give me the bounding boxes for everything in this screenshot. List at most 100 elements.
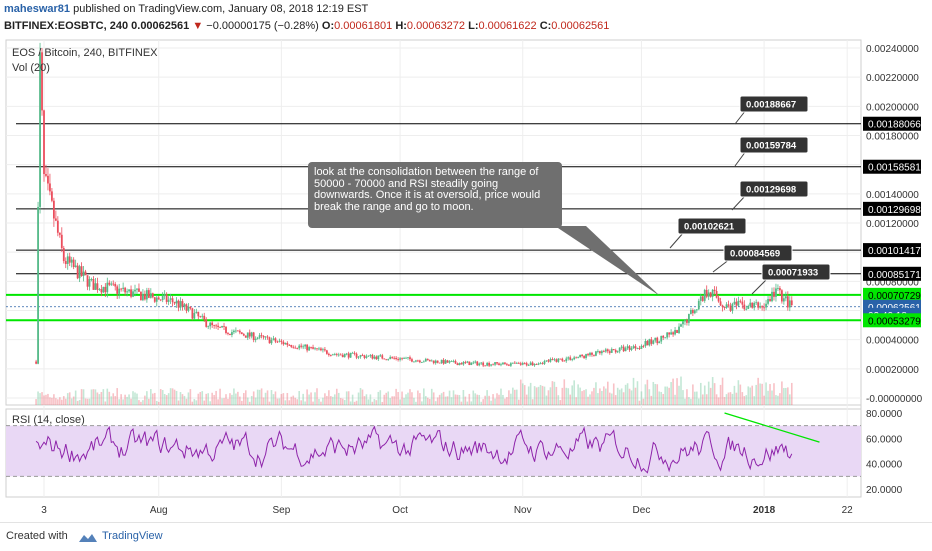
candle-body (258, 335, 261, 338)
candle-body (179, 301, 182, 308)
candle-body (529, 362, 532, 366)
volume-bar (599, 388, 601, 405)
volume-bar (246, 397, 249, 405)
volume-bar (763, 395, 765, 405)
volume-bar (686, 389, 688, 405)
volume-bar (401, 391, 403, 405)
volume-bar (519, 379, 522, 405)
candle-body (246, 332, 249, 338)
volume-bar (203, 400, 206, 405)
candle-body (365, 356, 368, 358)
time-tick: Oct (392, 505, 408, 516)
volume-bar (462, 389, 465, 405)
volume-bar (355, 400, 358, 405)
candle-body (753, 302, 756, 308)
price-label: 0.00101417 (868, 246, 921, 257)
candle-body (640, 345, 643, 349)
volume-bar (787, 387, 789, 405)
candle-body (377, 355, 380, 360)
volume-bar (705, 394, 708, 405)
volume-bar (650, 395, 653, 405)
candle-body (345, 353, 348, 355)
rsi-tick: 20.0000 (866, 485, 903, 496)
time-axis[interactable]: 3 Aug Sep Oct Nov Dec 2018 22 (41, 505, 853, 516)
volume-bar (163, 393, 166, 405)
volume-bar (138, 400, 140, 405)
candle-body (314, 348, 316, 350)
candle-body (549, 359, 552, 362)
candle-body (187, 306, 190, 311)
price-tick: 0.00140000 (866, 190, 919, 201)
volume-bar (205, 393, 208, 405)
low-label: L: (468, 20, 479, 32)
volume-bar (735, 392, 738, 405)
candle-body (446, 360, 449, 363)
candle-body (203, 315, 206, 320)
volume-bar (496, 393, 498, 405)
candle-body (573, 357, 576, 360)
candle-body (595, 351, 597, 356)
volume-bar (359, 388, 362, 405)
volume-bar (100, 392, 103, 405)
price-tick: 0.00200000 (866, 102, 919, 113)
volume-bar (74, 390, 77, 405)
author-name[interactable]: maheswar81 (4, 3, 71, 15)
candle-body (701, 296, 704, 301)
candle-body (217, 325, 219, 327)
price-change: −0.00000175 (−0.28%) (206, 20, 319, 32)
candle-body (674, 330, 676, 335)
volume-bar (595, 382, 597, 405)
candle-body (535, 364, 538, 365)
candle-body (769, 299, 771, 302)
candle-body (440, 359, 443, 364)
candle-body (39, 52, 41, 207)
candle-body (130, 289, 132, 297)
volume-bar (771, 390, 773, 405)
candle-body (482, 362, 485, 366)
volume-bar (264, 392, 267, 405)
volume-bar (357, 392, 360, 405)
candle-body (782, 298, 785, 302)
candle-body (723, 307, 726, 308)
volume-bar (294, 397, 297, 405)
annotation-note[interactable]: look at the consolidation between the ra… (308, 162, 562, 228)
volume-bar (541, 385, 544, 405)
candle-body (713, 289, 716, 291)
volume-bar (47, 393, 49, 405)
volume-bar (535, 387, 538, 405)
candle-body (136, 288, 138, 290)
candle-body (571, 359, 574, 361)
chart-area[interactable]: 0.00240000 0.00220000 0.00200000 0.00180000… (0, 0, 932, 522)
candle-body (54, 218, 57, 221)
candle-body (149, 293, 152, 298)
candle-body (132, 291, 134, 297)
time-tick: 2018 (753, 505, 776, 516)
candle-body (415, 360, 417, 362)
volume-bar (480, 401, 482, 405)
price-tick: 0.00120000 (866, 219, 919, 230)
candle-body (177, 300, 180, 308)
volume-bar (181, 394, 184, 405)
volume-bar (98, 394, 101, 405)
candle-body (371, 354, 374, 359)
candle-body (68, 256, 71, 263)
candle-body (725, 304, 728, 308)
candle-body (646, 341, 649, 346)
volume-bar (367, 399, 370, 405)
tradingview-brand[interactable]: TradingView (102, 530, 163, 542)
candle-body (41, 52, 43, 111)
candle-body (333, 354, 336, 355)
candle-body (126, 291, 128, 293)
volume-bar (727, 392, 730, 405)
candle-body (559, 358, 562, 360)
volume-bar (482, 399, 484, 405)
price-tick: 0.00220000 (866, 73, 919, 84)
candle-body (448, 361, 451, 363)
candle-body (185, 304, 188, 311)
volume-bar (195, 400, 198, 405)
volume-bar (53, 394, 55, 405)
volume-bar (672, 378, 674, 405)
candle-body (221, 325, 223, 328)
candle-body (74, 265, 77, 267)
price-axis[interactable]: 0.00240000 0.00220000 0.00200000 0.00180000… (866, 44, 923, 405)
